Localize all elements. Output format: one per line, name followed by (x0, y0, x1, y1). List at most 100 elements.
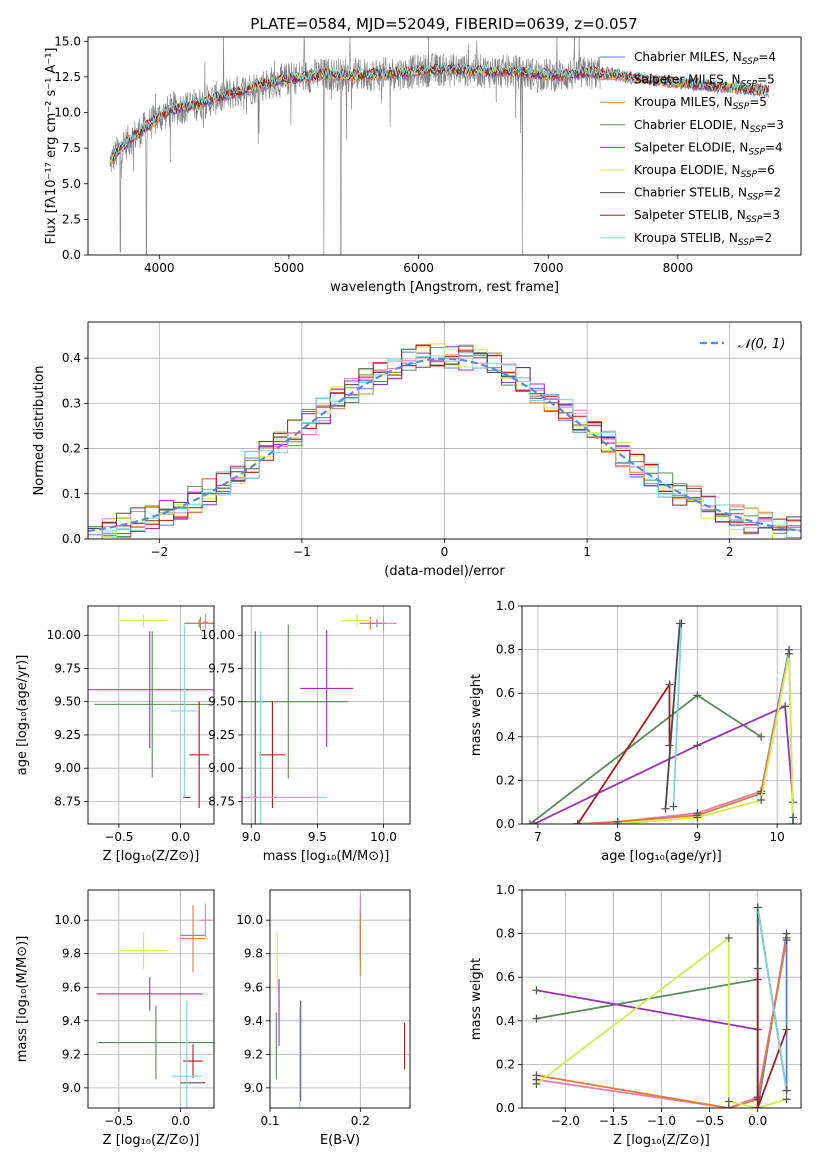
x-tick-label: 4000 (144, 261, 175, 275)
y-tick-label: 1.0 (496, 883, 515, 897)
gaussian-reference-curve (88, 357, 801, 533)
errorbar-plot-age_vs_Z (88, 613, 214, 809)
legend-label: 𝒩(0, 1) (738, 337, 785, 352)
y-tick-label: 10.00 (47, 628, 81, 642)
y-tick-label: 0.0 (496, 1101, 515, 1115)
axes-mass_vs_ebv: 0.1 0.2 9.0 9.2 9.4 9.6 9.8 10.0 E(B-V) (236, 890, 410, 1148)
series-point-salpeter-stelib (753, 964, 762, 973)
series-point-kroupa-miles (532, 1071, 541, 1080)
axes-frame-mass_vs_ebv (269, 889, 411, 1109)
x-tick-label: 0 (441, 545, 449, 559)
x-tick-label: −1 (293, 545, 311, 559)
series-line-salpeter-stelib (756, 968, 788, 1108)
series-point-kroupa-elodie (782, 1095, 791, 1104)
model-line-kroupa-stelib (109, 62, 769, 162)
figure-title: PLATE=0584, MJD=52049, FIBERID=0639, z=0… (250, 15, 637, 33)
y-tick-label: 9.6 (244, 980, 263, 994)
y-tick-label: 0.8 (496, 927, 515, 941)
x-axis-label: age [log₁₀(age/yr)] (601, 849, 722, 864)
x-tick-label: 7 (534, 830, 542, 844)
series-line-kroupa-stelib (756, 907, 788, 1091)
legend-label: Salpeter ELODIE, NSSP=4 (634, 140, 783, 157)
y-tick-label: 10.0 (236, 913, 263, 927)
x-axis-label: Z [log₁₀(Z/Z⊙)] (103, 849, 200, 864)
series-line-kroupa-stelib (672, 623, 683, 807)
y-tick-label: 0.4 (62, 351, 81, 365)
x-tick-label: 7000 (533, 261, 564, 275)
y-tick-label: 9.8 (62, 947, 81, 961)
axes-frame-weight_vs_age (521, 605, 802, 825)
x-tick-label: 0.0 (171, 830, 190, 844)
x-tick-label: −1.0 (647, 1114, 676, 1128)
x-tick-label: −0.5 (695, 1114, 724, 1128)
x-tick-label: 2 (726, 545, 734, 559)
y-tick-label: 10.0 (54, 106, 81, 120)
x-tick-label: −1.5 (599, 1114, 628, 1128)
legend-label: Chabrier STELIB, NSSP=2 (634, 186, 781, 203)
x-tick-label: 9.0 (242, 830, 261, 844)
axes-frame-mass_vs_Z (87, 889, 215, 1109)
y-tick-label: 9.25 (208, 728, 235, 742)
axes-mass_vs_Z: −0.5 0.0 9.0 9.2 9.4 9.6 9.8 10.0 Z [log₁₀(Z/Z⊙)… (15, 890, 214, 1148)
axes-frame-age_vs_mass (241, 605, 411, 825)
y-tick-label: 9.75 (54, 661, 81, 675)
series-point-chabrier-elodie (525, 820, 534, 824)
line-plot-weight_vs_Z (532, 903, 791, 1108)
y-axis-label: Flux [fλ10⁻¹⁷ erg cm⁻² s⁻¹ A⁻¹] (44, 48, 59, 245)
y-tick-label: 2.5 (62, 212, 81, 226)
y-axis-label: age [log₁₀(age/yr)] (15, 655, 30, 776)
axes-spectrum: 4000 5000 6000 7000 8000 0.0 2.5 5.0 7.5 10.0 12.5… (44, 34, 693, 295)
series-point-salpeter-elodie (693, 741, 702, 750)
x-tick-label: −2.0 (551, 1114, 580, 1128)
y-axis-label: Normed distribution (32, 366, 47, 496)
x-tick-label: −2 (150, 545, 168, 559)
x-axis-label: Z [log₁₀(Z/Z⊙)] (103, 1133, 200, 1148)
series-point-salpeter-stelib (753, 1104, 762, 1108)
y-tick-label: 0.6 (496, 686, 515, 700)
y-tick-label: 1.0 (496, 599, 515, 613)
y-tick-label: 0.1 (62, 487, 81, 501)
axes-frame-weight_vs_Z (521, 889, 802, 1109)
legend-label: Salpeter MILES, NSSP=5 (634, 73, 775, 90)
y-tick-label: 9.4 (244, 1014, 263, 1028)
series-point-salpeter-stelib (782, 1025, 791, 1034)
series-point-kroupa-elodie (693, 813, 702, 822)
series-point-salpeter-elodie (781, 702, 790, 711)
y-tick-label: 0.8 (496, 643, 515, 657)
x-tick-label: 0.0 (748, 1114, 767, 1128)
series-line-salpeter-miles (577, 653, 790, 824)
y-tick-label: 0.2 (496, 1057, 515, 1071)
y-tick-label: 0.2 (62, 442, 81, 456)
y-tick-label: 10.00 (201, 628, 235, 642)
series-point-salpeter-stelib (665, 680, 674, 689)
observed-spectrum-line (109, 37, 601, 255)
x-tick-label: 0.2 (351, 1114, 370, 1128)
series-point-kroupa-stelib (677, 619, 686, 628)
x-tick-label: 1 (583, 545, 591, 559)
y-tick-label: 0.4 (496, 730, 515, 744)
x-tick-label: 10.0 (370, 830, 397, 844)
y-tick-label: 0.3 (62, 396, 81, 410)
y-tick-label: 0.0 (62, 532, 81, 546)
x-tick-label: 8 (614, 830, 622, 844)
series-point-kroupa-stelib (669, 802, 678, 811)
y-axis-label: mass weight (469, 958, 484, 1040)
series-line-salpeter-elodie (536, 989, 758, 1031)
y-tick-label: 15.0 (54, 34, 81, 48)
x-axis-label: mass [log₁₀(M/M⊙)] (263, 849, 390, 864)
axes-frame-spectrum (87, 36, 802, 256)
spectrum-plot (109, 37, 770, 255)
x-tick-label: 9 (694, 830, 702, 844)
legend-label: Salpeter STELIB, NSSP=3 (634, 208, 780, 225)
series-point-kroupa-elodie (532, 1080, 541, 1089)
y-tick-label: 9.2 (244, 1047, 263, 1061)
y-tick-label: 9.00 (208, 761, 235, 775)
y-tick-label: 7.5 (62, 141, 81, 155)
axes-frame-age_vs_Z (87, 605, 215, 825)
y-tick-label: 9.0 (244, 1081, 263, 1095)
x-axis-label: wavelength [Angstrom, rest frame] (330, 280, 559, 295)
errorbar-plot-age_vs_mass (242, 613, 397, 824)
series-point-kroupa-elodie (613, 820, 622, 824)
